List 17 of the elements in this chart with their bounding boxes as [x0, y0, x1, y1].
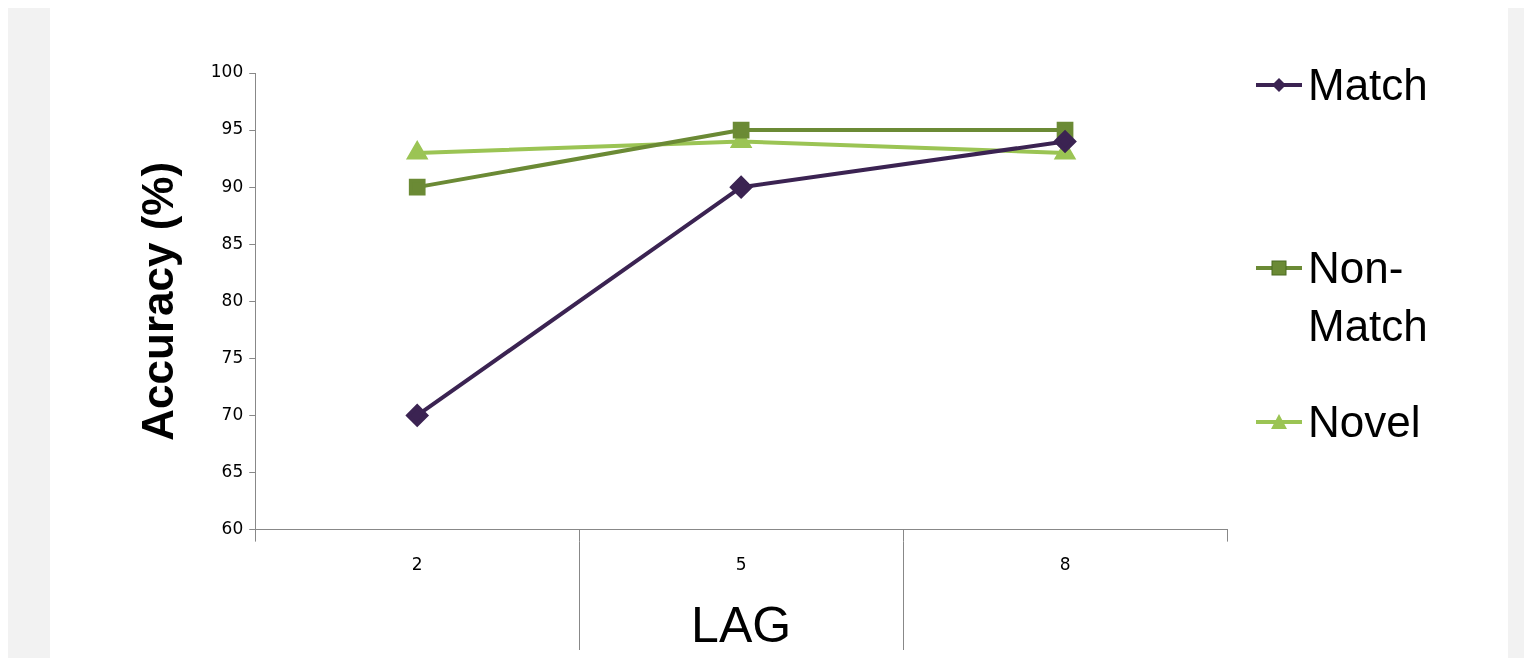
y-axis-title: Accuracy (%): [132, 161, 182, 441]
x-tick-label: 5: [735, 554, 747, 575]
y-tick-label: 60: [221, 518, 244, 539]
y-tick-label: 75: [221, 346, 244, 367]
y-tick-label: 65: [221, 460, 244, 481]
y-tick-label: 85: [221, 232, 244, 253]
legend-label: Match: [1308, 59, 1429, 111]
y-tick-label: 70: [221, 403, 244, 424]
legend-label: Novel: [1308, 396, 1422, 448]
y-tick-label: 95: [221, 118, 244, 139]
y-tick-label: 80: [221, 289, 244, 310]
legend-label: Non-Match: [1308, 242, 1429, 352]
y-tick-label: 90: [221, 175, 244, 196]
x-axis-title: LAG: [691, 596, 792, 653]
x-tick-label: 2: [411, 554, 423, 575]
x-tick-label: 8: [1059, 554, 1071, 575]
y-tick-label: 100: [210, 61, 244, 82]
